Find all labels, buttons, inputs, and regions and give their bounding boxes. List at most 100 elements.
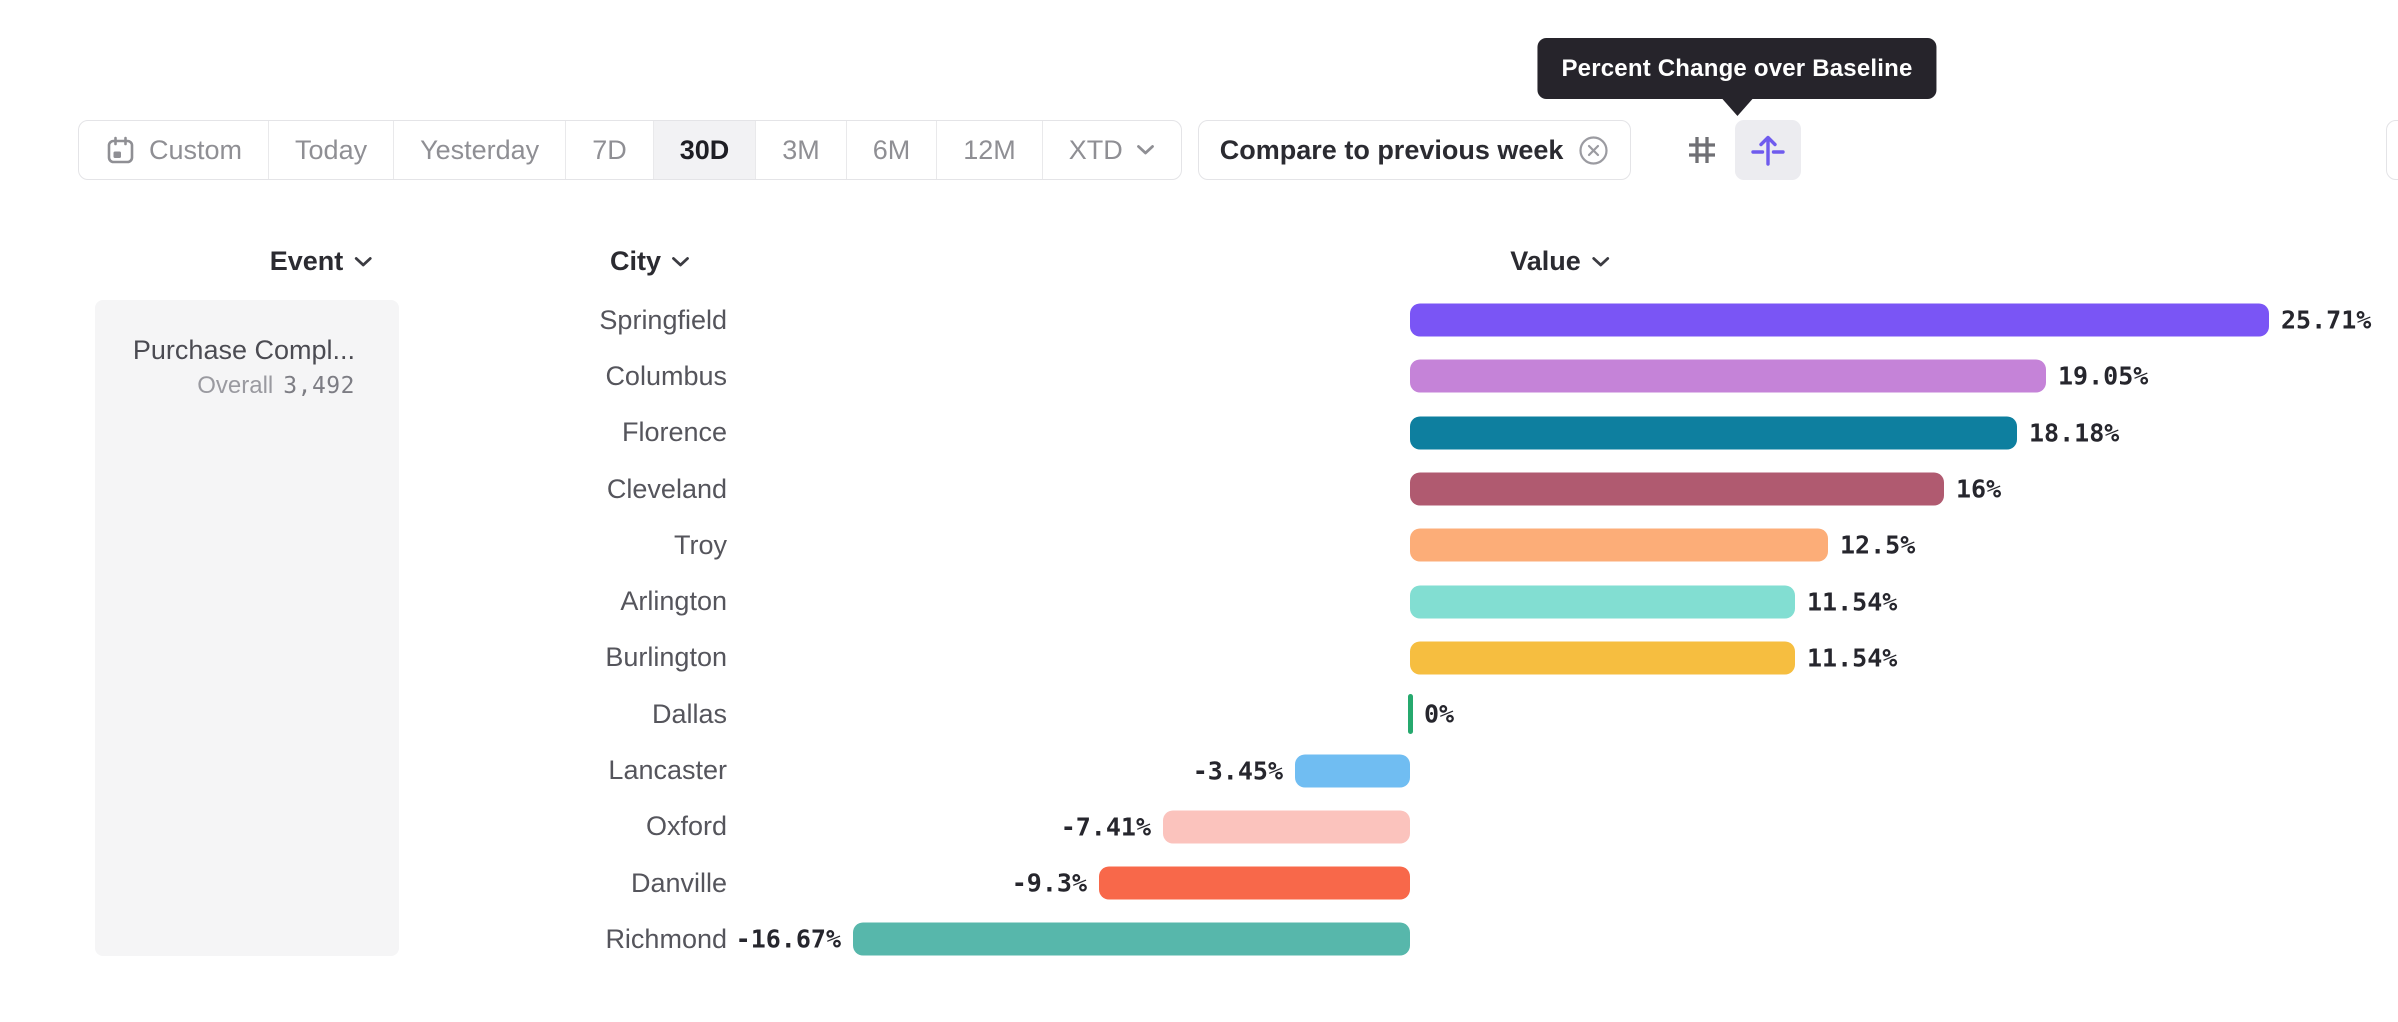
chart-rows: Springfield 25.71% Columbus 19.05% Florence 1… (399, 292, 2398, 968)
date-range-7d[interactable]: 7D (566, 121, 654, 179)
value-label: 19.05% (2058, 361, 2149, 391)
tooltip-caret (1721, 99, 1752, 116)
bar-lancaster[interactable] (1295, 754, 1410, 788)
percent-change-view-button[interactable] (1735, 120, 1802, 180)
value-label: 11.54% (1807, 587, 1898, 617)
chart-row: Oxford -7.41% (399, 799, 2398, 855)
chevron-down-icon (1136, 144, 1155, 156)
percent-change-icon (1748, 130, 1788, 170)
chart-row: Columbus 19.05% (399, 348, 2398, 404)
bar-area: 16% (727, 461, 2398, 517)
date-range-label: Today (295, 134, 368, 165)
value-label: -9.3% (1011, 868, 1087, 898)
column-header-event-label: Event (269, 246, 344, 276)
column-header-city-label: City (609, 246, 662, 276)
value-label: 0% (1424, 699, 1455, 729)
view-toggle-group (1669, 120, 1802, 180)
compare-label: Compare to previous week (1219, 134, 1564, 165)
event-name: Purchase Compl... (132, 335, 355, 365)
city-label: Richmond (605, 923, 727, 954)
column-header-event[interactable]: Event (270, 246, 373, 277)
bar-florence[interactable] (1410, 416, 2017, 450)
city-label: Troy (674, 529, 727, 560)
date-range-control: Custom Today Yesterday 7D 30D 3M 6M 12M XTD (78, 120, 1182, 180)
date-range-custom[interactable]: Custom (79, 121, 270, 179)
bar-danville[interactable] (1099, 866, 1410, 900)
value-label: -7.41% (1060, 812, 1151, 842)
bar-area: 25.71% (727, 292, 2398, 348)
date-range-label: 6M (872, 134, 911, 165)
city-label: Cleveland (606, 473, 727, 504)
date-range-30d[interactable]: 30D (653, 121, 757, 179)
chevron-down-icon (353, 256, 372, 268)
date-range-6m[interactable]: 6M (847, 121, 938, 179)
bar-burlington[interactable] (1410, 641, 1795, 675)
bar-area: 0% (727, 686, 2398, 742)
bar-area: -16.67% (727, 911, 2398, 967)
chart-row: Dallas 0% (399, 686, 2398, 742)
chart-row: Burlington 11.54% (399, 630, 2398, 686)
chevron-down-icon (1591, 256, 1610, 268)
bar-area: -7.41% (727, 799, 2398, 855)
grid-icon (1684, 132, 1720, 168)
bar-area: -3.45% (727, 742, 2398, 798)
cutoff-button[interactable] (2386, 120, 2398, 180)
bar-richmond[interactable] (853, 922, 1410, 956)
event-overall-label: Overall (197, 372, 274, 400)
date-range-label: 30D (679, 134, 730, 165)
bar-area: -9.3% (727, 855, 2398, 911)
tooltip: Percent Change over Baseline (1537, 38, 1937, 116)
date-range-label: 12M (963, 134, 1016, 165)
value-label: 16% (1956, 474, 2002, 504)
remove-compare-icon[interactable] (1578, 135, 1609, 166)
bar-area: 12.5% (727, 517, 2398, 573)
grid-view-button[interactable] (1669, 120, 1735, 180)
value-label: 11.54% (1807, 643, 1898, 673)
column-header-city[interactable]: City (610, 246, 690, 277)
chart-row: Florence 18.18% (399, 405, 2398, 461)
bar-oxford[interactable] (1163, 810, 1410, 844)
date-range-today[interactable]: Today (269, 121, 395, 179)
event-overall: Overall 3,492 (95, 372, 355, 400)
compare-button[interactable]: Compare to previous week (1197, 120, 1632, 180)
bar-area: 11.54% (727, 630, 2398, 686)
city-label: Dallas (651, 698, 727, 729)
chevron-down-icon (671, 256, 690, 268)
city-label: Danville (630, 867, 727, 898)
event-cell[interactable]: Purchase Compl... Overall 3,492 (95, 300, 399, 956)
bar-troy[interactable] (1410, 528, 1828, 562)
chart-row: Troy 12.5% (399, 517, 2398, 573)
value-label: -3.45% (1192, 756, 1283, 786)
chart-row: Arlington 11.54% (399, 573, 2398, 629)
value-label: 25.71% (2281, 305, 2372, 335)
date-range-label: 7D (592, 134, 627, 165)
date-range-label: Yesterday (420, 134, 540, 165)
tooltip-text: Percent Change over Baseline (1561, 54, 1913, 82)
bar-area: 18.18% (727, 405, 2398, 461)
column-header-value-label: Value (1510, 246, 1581, 276)
column-header-value[interactable]: Value (1510, 246, 1610, 277)
zero-baseline-tick[interactable] (1408, 694, 1413, 735)
date-range-label: Custom (149, 134, 243, 165)
city-label: Springfield (599, 304, 727, 335)
city-label: Columbus (605, 360, 727, 391)
city-label: Burlington (605, 642, 727, 673)
toolbar: Custom Today Yesterday 7D 30D 3M 6M 12M XTD Comp… (78, 120, 1802, 180)
value-label: 18.18% (2029, 418, 2120, 448)
value-label: 12.5% (1840, 530, 1916, 560)
city-label: Arlington (620, 586, 727, 617)
date-range-xtd[interactable]: XTD (1043, 121, 1181, 179)
date-range-yesterday[interactable]: Yesterday (394, 121, 567, 179)
bar-area: 11.54% (727, 573, 2398, 629)
date-range-12m[interactable]: 12M (937, 121, 1043, 179)
bar-springfield[interactable] (1410, 303, 2269, 337)
bar-columbus[interactable] (1410, 359, 2046, 393)
event-overall-value: 3,492 (283, 373, 355, 400)
chart-row: Danville -9.3% (399, 855, 2398, 911)
value-label: -16.67% (735, 924, 841, 954)
bar-arlington[interactable] (1410, 585, 1795, 619)
bar-cleveland[interactable] (1410, 472, 1944, 506)
date-range-3m[interactable]: 3M (756, 121, 847, 179)
city-label: Lancaster (608, 755, 727, 786)
calendar-icon (105, 135, 136, 166)
